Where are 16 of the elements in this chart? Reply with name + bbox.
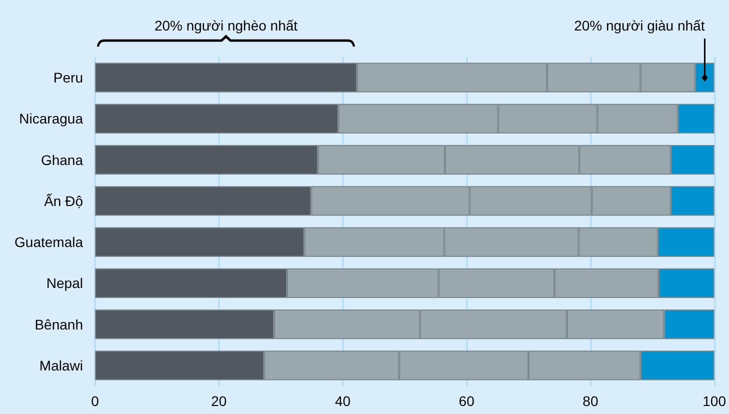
y-tick-label: Malawi [39, 357, 83, 374]
text: 20% người nghèo nhất [154, 18, 298, 34]
x-tick-label: 80 [582, 393, 598, 409]
y-tick-label: Bênanh [34, 316, 83, 332]
x-tick-label: 20 [211, 393, 227, 409]
text: 20% người giàu nhất [574, 18, 705, 34]
y-tick-label: Peru [53, 70, 83, 86]
y-tick-label: Guatemala [14, 234, 84, 250]
y-tick-label: Ấn Độ [44, 192, 84, 209]
x-tick-label: 0 [91, 393, 100, 409]
x-tick-label: 40 [334, 393, 351, 409]
x-tick-label: 60 [458, 393, 475, 409]
y-tick-label: Nicaragua [19, 110, 84, 127]
x-tick-label: 100 [702, 393, 726, 409]
y-tick-label: Nepal [46, 275, 83, 292]
y-tick-label: Ghana [40, 152, 84, 168]
